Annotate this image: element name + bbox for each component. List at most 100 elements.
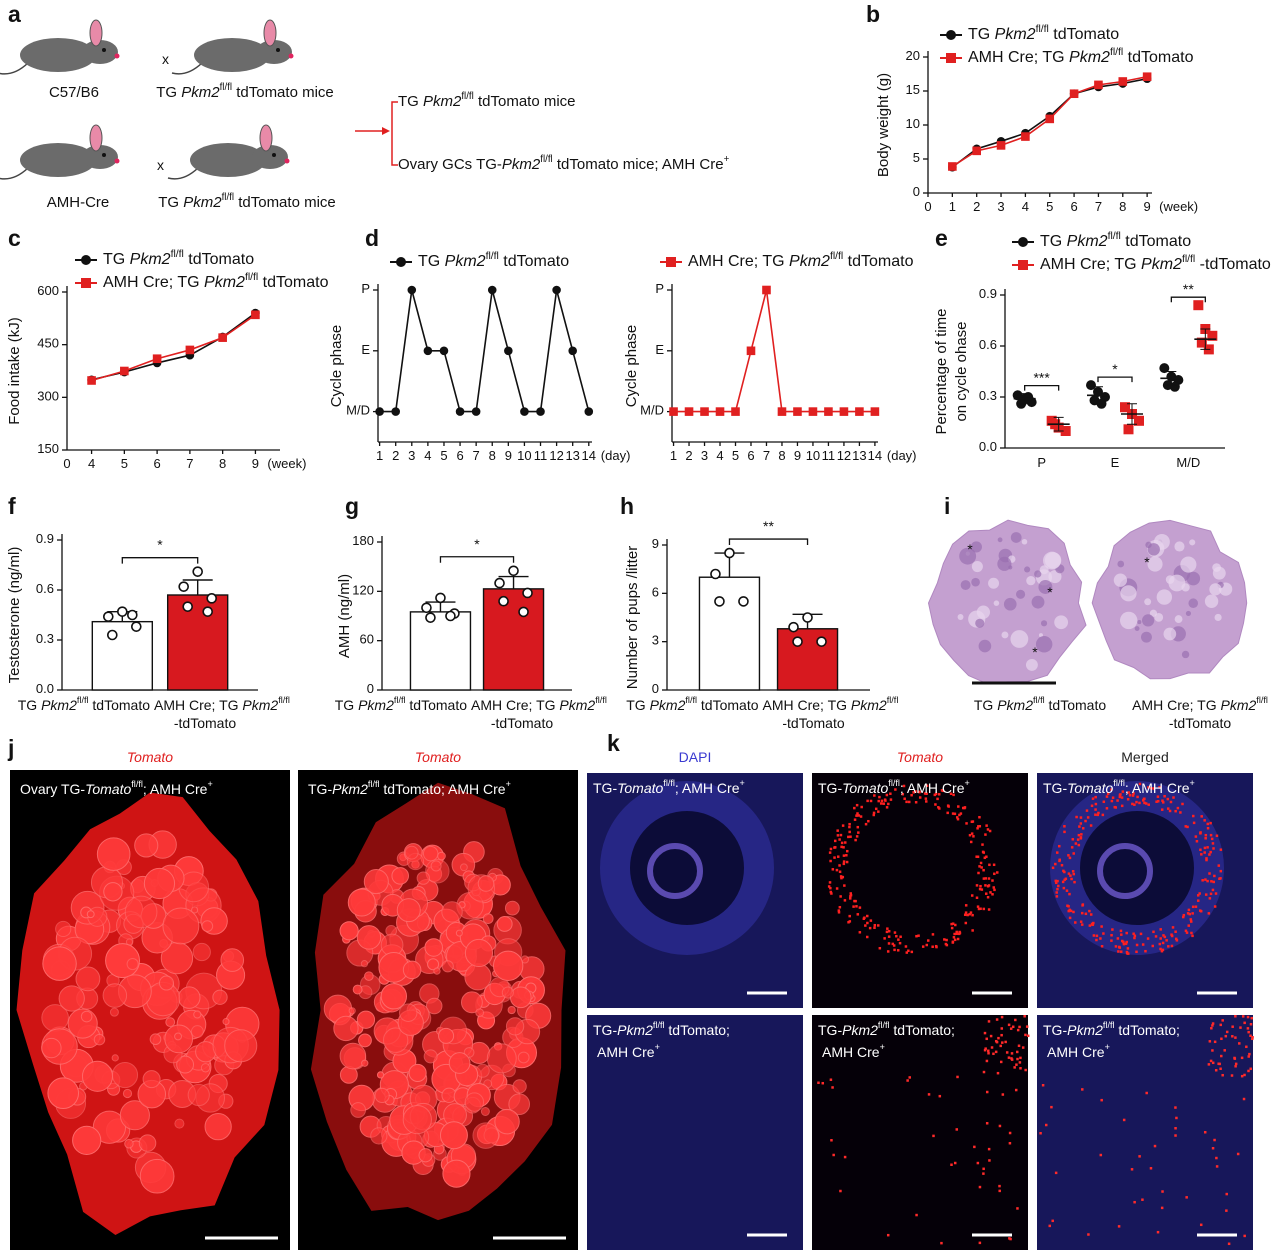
- granulosa-signal: [1217, 1062, 1220, 1066]
- y-tick-label: 150: [37, 441, 59, 456]
- follicle: [402, 960, 422, 980]
- x-tick-label: 6: [153, 456, 160, 471]
- y-tick-label: 0.9: [979, 286, 997, 301]
- granulosa-signal: [1063, 878, 1066, 882]
- granulosa-signal: [1249, 1034, 1252, 1038]
- marker: [202, 606, 213, 617]
- granulosa-signal: [992, 863, 996, 867]
- granulosa-signal: [1198, 909, 1202, 912]
- granulosa-signal: [1102, 932, 1105, 935]
- granulosa-signal: [969, 911, 973, 914]
- granulosa-signal: [982, 868, 985, 872]
- granulosa-signal: [1213, 874, 1216, 878]
- granulosa-signal: [1090, 804, 1094, 808]
- granulosa-signal: [918, 790, 921, 794]
- granulosa-signal: [910, 793, 913, 797]
- granulosa-signal: [1121, 790, 1125, 793]
- x-axis-label: (day): [887, 448, 917, 463]
- granulosa-signal: [915, 934, 918, 938]
- significance-bracket: [439, 556, 515, 563]
- granulosa-signal: [987, 908, 991, 911]
- follicle: [1031, 595, 1045, 609]
- x-tick-label: 0: [924, 199, 931, 214]
- y-axis-label: Percentage of time: [933, 309, 950, 435]
- granulosa-signal: [878, 946, 882, 950]
- marker: [738, 596, 749, 607]
- granulosa-signal: [1039, 1131, 1042, 1135]
- follicle: [200, 1063, 211, 1073]
- follicle: [1040, 620, 1048, 627]
- granulosa-signal: [931, 933, 935, 936]
- marker: [666, 257, 676, 267]
- granulosa-signal: [849, 897, 852, 900]
- marker: [1118, 77, 1128, 86]
- granulosa-signal: [951, 940, 955, 943]
- granulosa-signal: [1058, 858, 1061, 862]
- granulosa-signal: [1249, 1067, 1252, 1071]
- x-tick-label: 6: [747, 448, 754, 463]
- granulosa-signal: [1220, 1054, 1223, 1058]
- y-tick-label: 9: [652, 536, 659, 551]
- x-origin-label: 0: [63, 456, 70, 471]
- x-tick-label: 8: [219, 456, 226, 471]
- legend-label: TG Pkm2fl/fl tdTomato: [103, 249, 254, 268]
- granulosa-signal: [1063, 825, 1066, 828]
- granulosa-signal: [1213, 905, 1217, 908]
- granulosa-signal: [829, 890, 833, 894]
- follicle: [348, 1007, 356, 1015]
- follicle: [143, 867, 176, 900]
- granulosa-signal: [1016, 1028, 1020, 1032]
- follicle: [75, 966, 101, 992]
- granulosa-signal: [1119, 793, 1122, 796]
- granulosa-signal: [1100, 945, 1104, 948]
- granulosa-signal: [1175, 939, 1179, 942]
- follicle: [1174, 541, 1185, 552]
- granulosa-signal: [945, 943, 949, 947]
- granulosa-signal: [1010, 1057, 1013, 1060]
- marker: [536, 407, 545, 416]
- follicle: [191, 906, 199, 914]
- x-tick-label: 8: [489, 448, 496, 463]
- granulosa-signal: [1132, 792, 1135, 795]
- granulosa-signal: [984, 1047, 987, 1050]
- bar: [91, 620, 154, 691]
- granulosa-signal: [1068, 916, 1072, 920]
- x-tick-label: 14: [868, 448, 882, 463]
- granulosa-signal: [1131, 794, 1135, 797]
- granulosa-signal: [1191, 905, 1195, 909]
- granulosa-signal: [963, 913, 967, 917]
- granulosa-signal: [998, 1189, 1001, 1193]
- granulosa-signal: [1196, 894, 1200, 897]
- significance-label: **: [1183, 281, 1194, 297]
- granulosa-signal: [1224, 1034, 1228, 1038]
- granulosa-signal: [955, 932, 958, 936]
- marker: [218, 333, 227, 342]
- significance-label: **: [763, 518, 774, 534]
- granulosa-signal: [1185, 931, 1189, 934]
- granulosa-signal: [857, 831, 860, 834]
- granulosa-signal: [1248, 1052, 1251, 1056]
- granulosa-signal: [1089, 824, 1093, 827]
- y-tick-label: M/D: [640, 403, 664, 418]
- granulosa-signal: [1184, 825, 1188, 828]
- granulosa-signal: [953, 812, 957, 816]
- granulosa-signal: [1186, 912, 1190, 915]
- granulosa-signal: [1086, 816, 1090, 819]
- follicle: [93, 1033, 106, 1046]
- granulosa-signal: [1171, 926, 1175, 929]
- granulosa-signal: [987, 1020, 991, 1023]
- granulosa-signal: [1230, 1074, 1234, 1077]
- marker: [435, 592, 446, 604]
- follicle: [220, 948, 245, 972]
- marker: [808, 407, 818, 416]
- follicle: [356, 925, 382, 950]
- marker: [777, 407, 787, 416]
- granulosa-signal: [1243, 1234, 1246, 1238]
- granulosa-signal: [833, 839, 837, 843]
- x-tick-label: 4: [424, 448, 431, 463]
- granulosa-signal: [873, 926, 876, 930]
- granulosa-signal: [1211, 888, 1215, 892]
- granulosa-signal: [817, 1081, 820, 1084]
- follicle: [1054, 615, 1069, 630]
- granulosa-signal: [855, 905, 858, 908]
